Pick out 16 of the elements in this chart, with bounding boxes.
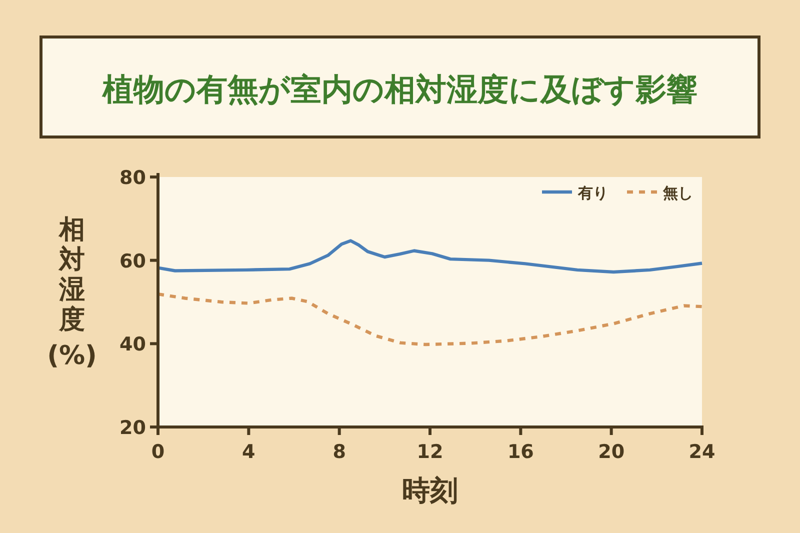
x-tick-label: 0 (151, 441, 165, 463)
x-tick-label: 8 (332, 441, 346, 463)
y-tick-label: 80 (120, 167, 146, 189)
legend-label: 有り (577, 184, 608, 202)
x-tick-label: 20 (598, 441, 625, 463)
x-axis-title: 時刻 (402, 474, 458, 507)
y-tick-label: 60 (120, 250, 146, 272)
x-tick-label: 16 (507, 441, 534, 463)
x-tick-label: 12 (416, 441, 444, 463)
x-tick-label: 4 (242, 441, 256, 463)
legend-label: 無し (662, 184, 693, 202)
x-tick-label: 24 (688, 441, 716, 463)
chart-title: 植物の有無が室内の相対湿度に及ぼす影響 (102, 72, 698, 108)
y-axis-title: 相対湿度(%) (47, 215, 97, 371)
y-tick-label: 40 (120, 334, 146, 356)
y-tick-label: 20 (120, 417, 146, 439)
